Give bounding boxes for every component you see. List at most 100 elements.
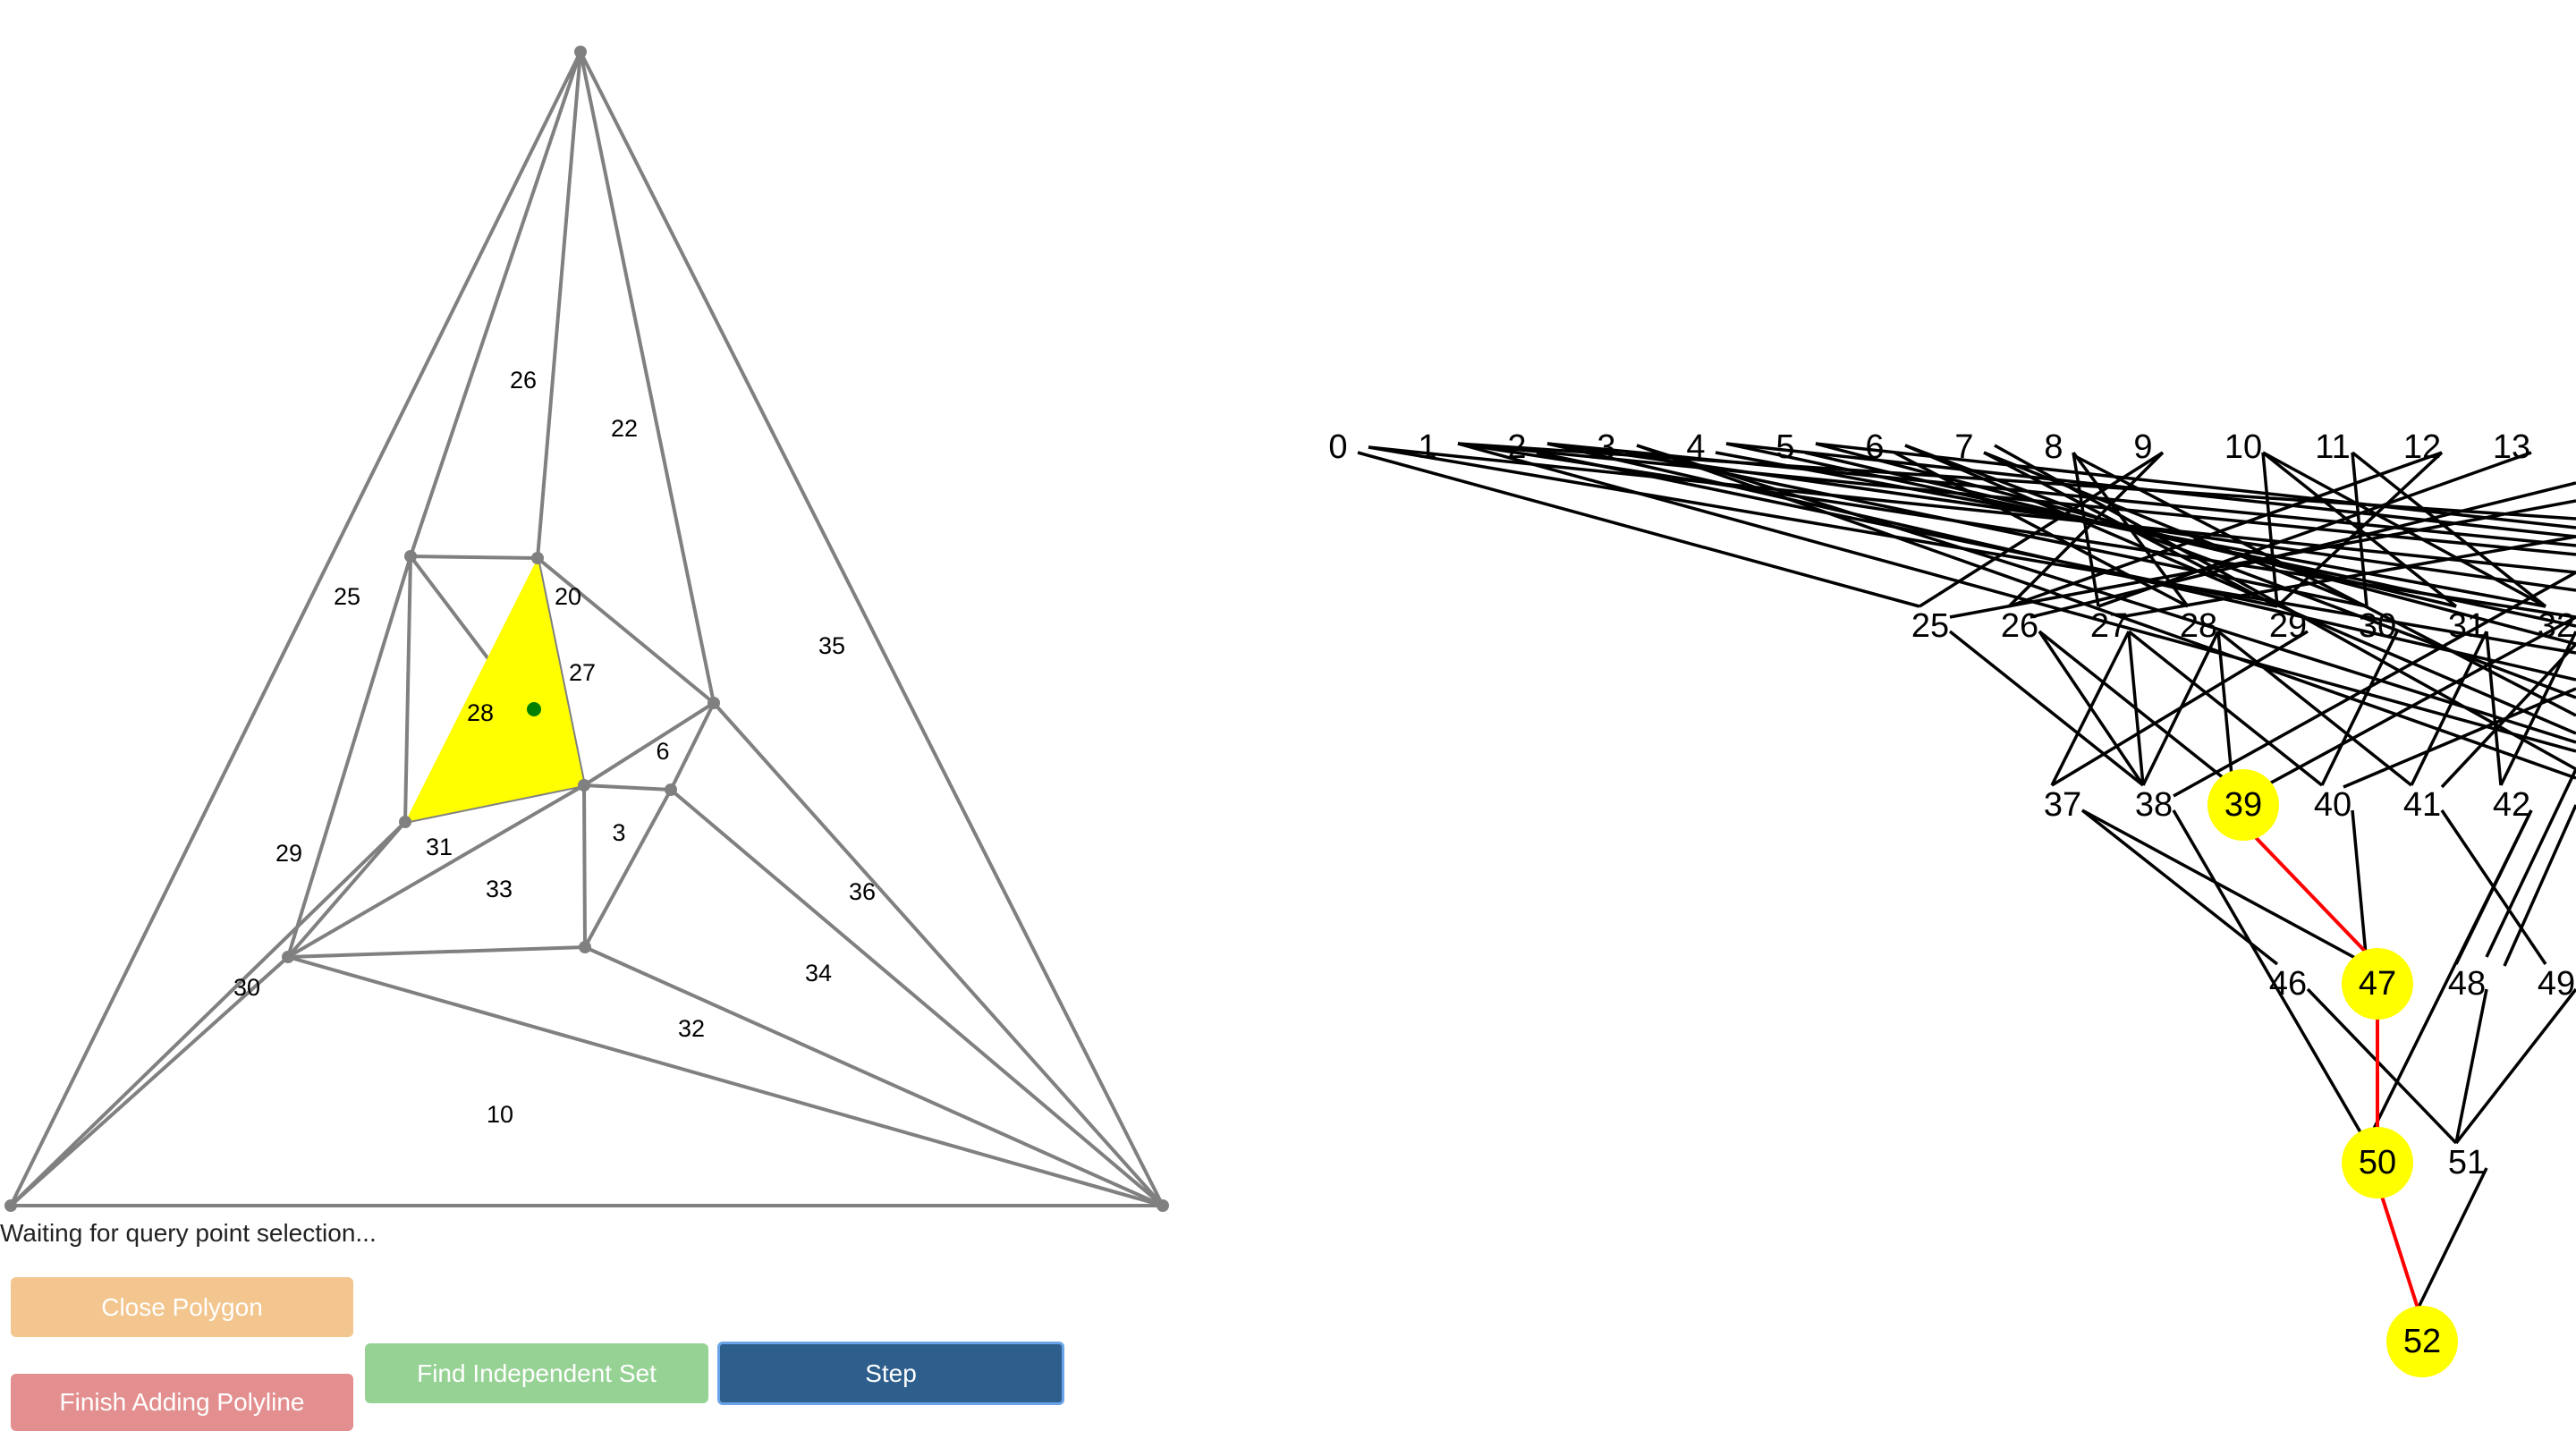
region-label: 32 (678, 1015, 705, 1042)
hierarchy-node-label: 2 (1507, 428, 1526, 466)
hierarchy-edge (2485, 768, 2576, 958)
highlighted-node-circle (2207, 769, 2279, 841)
triangulation-edge (582, 784, 587, 948)
triangulation-vertex[interactable] (579, 941, 591, 953)
region-label: 29 (275, 840, 302, 867)
hierarchy-node-label: 6 (1865, 428, 1884, 466)
hierarchy-edge (2351, 451, 2547, 608)
path-edge (2376, 1181, 2424, 1323)
hierarchy-edge (2440, 642, 2576, 789)
hierarchy-node-label: 8 (2044, 428, 2063, 466)
hierarchy-node-label: 37 (2044, 786, 2081, 824)
hierarchy-node-label: 9 (2133, 428, 2152, 466)
hierarchy-node-label: 48 (2448, 965, 2486, 1003)
hierarchy-node-label: 46 (2269, 965, 2307, 1003)
triangulation-edge (669, 702, 716, 791)
highlighted-node-circle (2342, 948, 2413, 1020)
triangulation-vertex[interactable] (574, 46, 587, 58)
hierarchy-edge (2351, 809, 2368, 965)
triangulation-vertex[interactable] (399, 816, 411, 828)
hierarchy-edge (1357, 451, 1920, 608)
region-label: 35 (818, 632, 845, 659)
hierarchy-edge (1636, 444, 2576, 744)
region-label: 30 (233, 974, 260, 1001)
hierarchy-edge (1457, 442, 2576, 619)
region-label: 34 (805, 960, 832, 986)
hierarchy-node-label: 41 (2403, 786, 2441, 824)
triangulation-edge (583, 789, 673, 948)
hierarchy-edge (2008, 451, 2443, 608)
hierarchy-node-label: 0 (1328, 428, 1347, 466)
hierarchy-edges (1357, 442, 2576, 1323)
hierarchy-edge (2503, 804, 2576, 967)
close-polygon-button[interactable]: Close Polygon (11, 1277, 353, 1337)
hierarchy-edge (2172, 809, 2368, 1144)
highlighted-region (405, 558, 584, 822)
hierarchy-node-label: 10 (2224, 428, 2262, 466)
region-label: 27 (569, 659, 596, 686)
hierarchy-edge (2454, 987, 2576, 1145)
triangulation-edge (584, 945, 1164, 1207)
triangulation-vertex[interactable] (282, 951, 294, 963)
triangulation-edge (9, 820, 407, 1207)
hierarchy-node-label: 11 (2315, 428, 2350, 466)
hierarchy-node-label: 47 (2359, 965, 2396, 1003)
finish-adding-polyline-button[interactable]: Finish Adding Polyline (11, 1374, 353, 1431)
triangulation-vertex[interactable] (708, 697, 720, 709)
region-label: 6 (656, 738, 669, 765)
hierarchy-edge (2051, 630, 2309, 787)
triangulation-vertex[interactable] (665, 783, 677, 796)
hierarchy-edge (2485, 631, 2503, 786)
hierarchy-edge (2262, 451, 2546, 608)
hierarchy-edge (2320, 631, 2399, 786)
hierarchy-edge (2097, 451, 2532, 608)
hierarchy-node-label: 29 (2269, 607, 2307, 645)
hierarchy-edge (2216, 630, 2413, 787)
triangulation-edges (9, 51, 1165, 1207)
region-label: 20 (555, 583, 581, 610)
query-point (527, 702, 541, 716)
triangulation-edge (582, 701, 716, 787)
hierarchy-node-label: 4 (1686, 428, 1705, 466)
triangulation-edge (579, 51, 716, 704)
hierarchy-edge (2080, 809, 2279, 966)
hierarchy-node-label: 3 (1597, 428, 1615, 466)
region-label: 33 (486, 876, 513, 902)
hierarchy-node-label: 42 (2493, 786, 2530, 824)
triangulation-vertex[interactable] (1157, 1199, 1169, 1212)
status-text: Waiting for query point selection... (0, 1219, 377, 1247)
hierarchy-edge (1894, 451, 2189, 608)
hierarchy-edge (2050, 631, 2131, 786)
triangulation-vertex[interactable] (4, 1199, 17, 1212)
region-label: 31 (426, 834, 453, 860)
region-label: 25 (334, 583, 360, 610)
triangulation-vertex[interactable] (578, 779, 590, 792)
triangulation-edge (286, 555, 412, 958)
step-button[interactable]: Step (717, 1342, 1064, 1405)
highlighted-triangle-layer (405, 558, 584, 822)
hierarchy-edge (2029, 481, 2576, 619)
hierarchy-edge (1904, 444, 2576, 699)
hierarchy-edge (2365, 809, 2533, 1144)
hierarchy-edge (1625, 451, 2368, 608)
hierarchy-edge (2306, 987, 2458, 1145)
triangulation-edge (9, 51, 582, 1207)
hierarchy-edge (2173, 571, 2576, 798)
region-label: 10 (487, 1101, 513, 1128)
region-label: 3 (612, 819, 625, 846)
triangulation-edge (403, 555, 412, 823)
triangulation-edge (583, 783, 672, 792)
triangulation-vertex[interactable] (404, 550, 417, 563)
triangulation-vertices[interactable] (4, 46, 1169, 1212)
hierarchy-edge (2216, 631, 2234, 786)
triangulation-edge (536, 51, 582, 559)
hierarchy-edge (2499, 631, 2576, 786)
triangulation-edge (287, 945, 586, 959)
find-independent-set-button[interactable]: Find Independent Set (365, 1343, 708, 1403)
triangulation-edge (9, 955, 290, 1207)
triangulation-vertex[interactable] (531, 552, 544, 564)
hierarchy-node-label: 28 (2180, 607, 2217, 645)
hierarchy-edge (2081, 809, 2368, 966)
